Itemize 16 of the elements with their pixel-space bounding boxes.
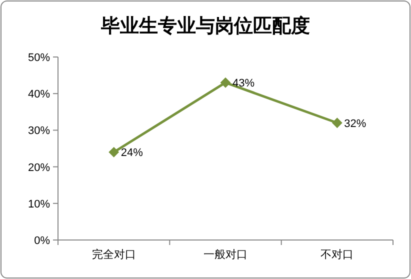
y-tick-label: 30%	[28, 125, 50, 138]
point	[220, 78, 230, 88]
point	[332, 118, 342, 128]
data-label: 32%	[344, 118, 366, 130]
point	[108, 147, 119, 158]
x-tick-label: 一般对口	[204, 248, 248, 261]
x-tick-label: 不对口	[320, 248, 354, 261]
data-label: 43%	[232, 78, 255, 90]
y-tick-label: 0%	[34, 235, 50, 247]
y-tick-label: 20%	[28, 162, 50, 174]
y-tick-label: 10%	[28, 198, 50, 210]
x-tick-label: 完全对口	[92, 248, 136, 261]
data-label: 24%	[120, 147, 144, 160]
y-tick-label: 40%	[28, 88, 50, 101]
chart-title: 毕业生专业与岗位匹配度	[100, 15, 310, 37]
y-tick-label: 50%	[28, 52, 50, 64]
